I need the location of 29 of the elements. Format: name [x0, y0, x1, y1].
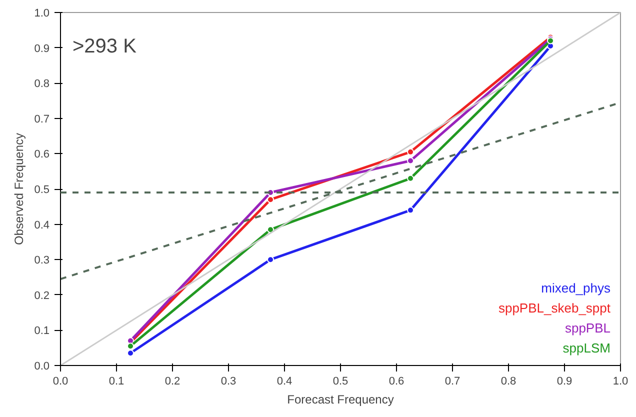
- text: sppLSM: [562, 340, 611, 356]
- text: sppPBL: [564, 320, 611, 336]
- y-tick-label: 0.8: [34, 78, 50, 90]
- x-tick-label: 0.1: [108, 376, 124, 388]
- x-tick-label: 0.9: [556, 376, 572, 388]
- y-tick-label: 0.9: [34, 42, 50, 55]
- y-tick-label: 0.5: [34, 184, 50, 196]
- x-tick-label: 1.0: [612, 376, 628, 388]
- y-tick-label: 0.4: [34, 219, 50, 232]
- x-tick-label: 0.6: [388, 376, 404, 388]
- x-tick-label: 0.2: [164, 376, 180, 388]
- x-tick-label: 0.0: [52, 376, 68, 388]
- y-axis-title: Observed Frequency: [12, 132, 26, 246]
- x-tick-label: 0.7: [444, 376, 460, 388]
- x-tick-label: 0.4: [276, 376, 292, 388]
- text: sppPBL_skeb_sppt: [498, 300, 611, 316]
- y-tick-label: 0.1: [34, 325, 50, 338]
- y-tick-label: 1.0: [34, 8, 50, 20]
- annotation: >293 K: [72, 36, 138, 58]
- x-tick-label: 0.5: [332, 376, 348, 388]
- x-tick-label: 0.8: [500, 376, 516, 388]
- x-tick-label: 0.3: [220, 376, 236, 388]
- x-axis-title: Forecast Frequency: [287, 392, 394, 406]
- y-tick-label: 0.0: [34, 360, 50, 372]
- y-tick-label: 0.2: [34, 290, 50, 302]
- text: mixed_phys: [541, 280, 611, 296]
- y-tick-label: 0.3: [34, 254, 50, 267]
- y-tick-label: 0.7: [34, 113, 50, 126]
- y-tick-label: 0.6: [34, 148, 50, 161]
